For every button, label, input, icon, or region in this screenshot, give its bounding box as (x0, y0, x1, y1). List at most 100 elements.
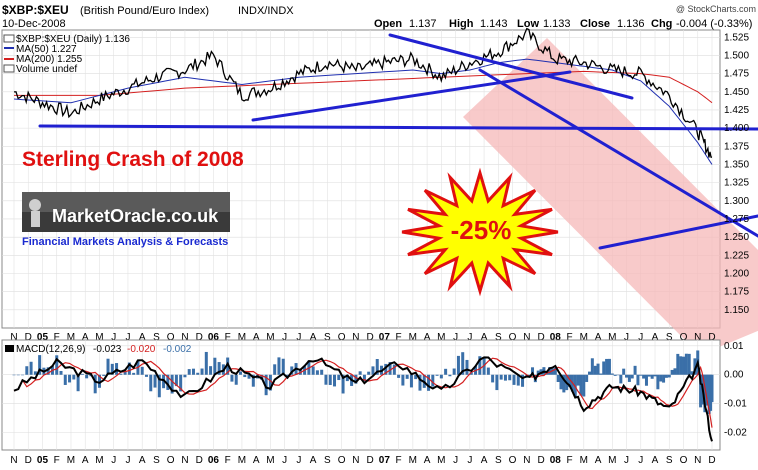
macd-hist-bar (38, 355, 42, 375)
macd-hist-bar (375, 359, 379, 375)
logo-figure-body-icon (31, 211, 40, 227)
macd-hist-bar (97, 374, 101, 388)
macd-hist-bar (25, 366, 29, 375)
x-tick-label: M (437, 332, 445, 343)
y-tick-label: 1.375 (724, 141, 749, 152)
macd-legend: MACD(12,26,9) -0.023 -0.020 -0.002 (5, 344, 192, 355)
macd-hist-bar (367, 371, 371, 375)
macd-x-tick-label: D (537, 455, 544, 466)
macd-hist-bar (553, 367, 557, 375)
macd-hist-bar (596, 363, 600, 375)
instrument-name: (British Pound/Euro Index) (80, 5, 209, 17)
macd-hist-bar (59, 370, 63, 375)
x-tick-label: A (595, 332, 602, 343)
macd-hist-bar (21, 374, 25, 376)
x-tick-label: N (10, 332, 17, 343)
macd-hist-bar (642, 374, 646, 379)
macd-line (13, 356, 713, 442)
macd-hist-bar (427, 374, 431, 391)
macd-hist-bar (418, 374, 422, 391)
macd-x-tick-label: J (125, 455, 130, 466)
macd-hist-bar (333, 374, 337, 387)
y-tick-label: 1.175 (724, 287, 749, 298)
x-tick-label: S (495, 332, 502, 343)
macd-x-tick-label: A (253, 455, 260, 466)
macd-hist-bar (639, 374, 643, 376)
macd-y-axis: 0.01 0.00 -0.01 -0.02 (724, 341, 747, 439)
macd-hist-bar (281, 358, 285, 375)
x-tick-label: J (111, 332, 116, 343)
macd-hist-bar (200, 368, 204, 375)
macd-hist-bar (324, 374, 328, 385)
macd-hist-bar (157, 374, 161, 398)
logo-figure-icon (29, 199, 41, 211)
x-tick-label: M (67, 332, 75, 343)
macd-hist-bar (149, 374, 153, 392)
close-label: Close (580, 18, 610, 30)
macd-hist-bar (354, 374, 358, 384)
low-value: 1.133 (543, 18, 571, 30)
macd-hist-bar (405, 374, 409, 379)
percent-burst: -25% (401, 167, 559, 297)
macd-hist-bar (659, 374, 663, 382)
y-tick-label: 1.475 (724, 69, 749, 80)
macd-hist-bar (286, 374, 290, 377)
x-tick-label: M (266, 332, 274, 343)
macd-hist-bar (582, 374, 586, 397)
logo: MarketOracle.co.uk Financial Markets Ana… (22, 192, 230, 248)
macd-hist-bar (590, 358, 594, 375)
macd-hist-bar (362, 374, 366, 382)
macd-x-tick-label: M (67, 455, 75, 466)
macd-x-tick-label: S (495, 455, 502, 466)
macd-hist-bar (409, 374, 413, 388)
x-tick-label: 06 (208, 332, 220, 343)
x-tick-label: J (296, 332, 301, 343)
macd-hist-bar (647, 374, 651, 377)
macd-hist-bar (503, 374, 507, 381)
macd-x-tick-label: M (437, 455, 445, 466)
macd-x-tick-label: A (424, 455, 431, 466)
macd-x-tick-label: S (666, 455, 673, 466)
macd-x-tick-label: O (167, 455, 175, 466)
macd-hist-bar (106, 358, 110, 375)
logo-banner-highlight (22, 192, 230, 212)
burst-shape (401, 167, 559, 297)
macd-hist-bar (465, 359, 469, 375)
macd-x-tick-label: 07 (379, 455, 391, 466)
macd-x-tick-label: 05 (37, 455, 49, 466)
macd-hist-bar (499, 374, 503, 380)
macd-hist-bar (68, 374, 72, 383)
macd-hist-bar (616, 374, 620, 376)
macd-hist-bar (636, 374, 640, 386)
macd-hist-bar (495, 374, 499, 391)
legend-volume-swatch (3, 64, 15, 73)
macd-hist-bar (644, 374, 648, 386)
macd-hist-bar (213, 357, 217, 375)
legend-price-swatch (3, 34, 15, 43)
x-tick-label: F (566, 332, 572, 343)
macd-hist-bar (388, 362, 392, 375)
macd-hist-bar (599, 373, 603, 375)
down-channel (463, 38, 758, 355)
x-tick-label: A (253, 332, 260, 343)
macd-hist-bar (337, 374, 341, 381)
macd-x-tick-label: N (181, 455, 188, 466)
macd-y-tick-label: 0.01 (724, 341, 744, 352)
macd-hist-bar (153, 374, 157, 388)
x-tick-label: N (694, 332, 701, 343)
macd-hist-bar (12, 374, 16, 376)
macd-hist-bar (123, 371, 127, 375)
macd-hist-bar (610, 373, 614, 375)
macd-panel (1, 339, 721, 451)
exchange: INDX/INDX (238, 5, 294, 17)
macd-x-tick-label: F (396, 455, 402, 466)
price-line (13, 27, 713, 158)
macd-hist-bar (414, 374, 418, 380)
macd-hist-bar (662, 374, 666, 383)
macd-hist-bar (187, 369, 191, 375)
x-tick-label: J (638, 332, 643, 343)
y-tick-label: 1.225 (724, 250, 749, 261)
y-tick-label: 1.500 (724, 50, 749, 61)
macd-hist-bar (217, 362, 221, 375)
macd-x-tick-label: A (82, 455, 89, 466)
